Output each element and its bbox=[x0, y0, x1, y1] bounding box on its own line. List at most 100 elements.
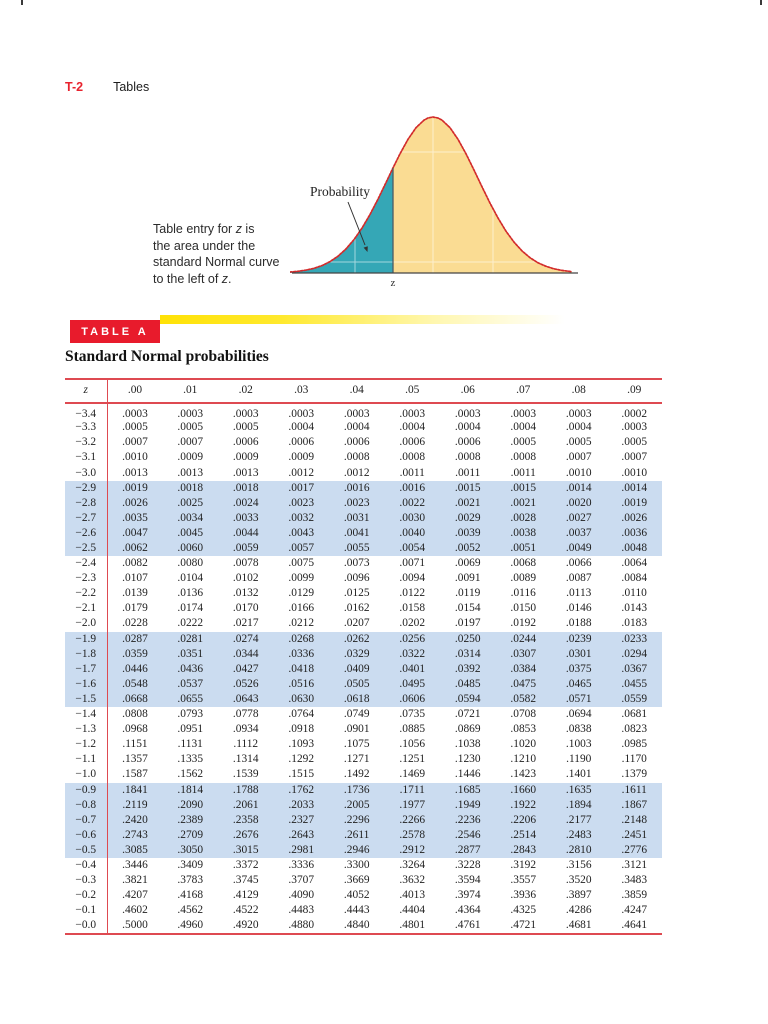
probability-cell: .1562 bbox=[177, 768, 204, 781]
probability-cell: .0808 bbox=[122, 708, 148, 721]
probability-cell: .0009 bbox=[177, 451, 204, 464]
probability-cell: .0043 bbox=[288, 526, 315, 539]
probability-cell: .0250 bbox=[454, 632, 481, 645]
probability-cell: .3520 bbox=[565, 874, 592, 887]
column-header: .05 bbox=[405, 384, 420, 397]
probability-cell: .2810 bbox=[565, 843, 592, 856]
probability-cell: .0010 bbox=[565, 466, 592, 479]
probability-cell: .0010 bbox=[122, 451, 148, 464]
z-value: −0.6 bbox=[65, 827, 108, 844]
table-row: −0.1 .4602 .4562 .4522 .4483 .4443 .4404 .4364.… bbox=[65, 903, 662, 919]
probability-cell: .4681 bbox=[565, 918, 592, 931]
probability-cell: .0125 bbox=[343, 587, 370, 600]
z-value: −3.4 bbox=[65, 403, 108, 421]
probability-cell: .0735 bbox=[399, 708, 426, 721]
table-row: −1.9 .0287 .0281 .0274 .0268 .0262 .0256 .0250.… bbox=[65, 631, 662, 647]
probability-cell: .1762 bbox=[288, 783, 315, 796]
probability-cell: .0618 bbox=[343, 692, 370, 705]
probability-cell: .0244 bbox=[510, 632, 537, 645]
probability-cell: .1292 bbox=[288, 753, 315, 766]
probability-cell: .0091 bbox=[454, 572, 481, 585]
column-header: .00 bbox=[127, 384, 143, 397]
table-row: −1.0 .1587 .1562 .1539 .1515 .1492 .1469 .1446.… bbox=[65, 767, 662, 783]
probability-cell: .0559 bbox=[621, 692, 648, 705]
probability-cell: .0060 bbox=[177, 542, 204, 554]
probability-cell: .0162 bbox=[343, 602, 370, 615]
probability-cell: .1335 bbox=[177, 753, 204, 766]
probability-cell: .2177 bbox=[565, 813, 592, 826]
probability-cell: .3336 bbox=[288, 858, 315, 871]
probability-cell: .5000 bbox=[122, 918, 148, 931]
probability-cell: .0918 bbox=[288, 723, 315, 736]
probability-cell: .0294 bbox=[621, 647, 648, 660]
table-row: −2.8 .0026 .0025 .0024 .0023 .0023 .0022 .0021.… bbox=[65, 495, 662, 511]
column-header: .02 bbox=[238, 384, 253, 397]
probability-cell: .4168 bbox=[177, 889, 204, 902]
probability-cell: .2389 bbox=[177, 813, 204, 826]
probability-cell: .0014 bbox=[621, 481, 648, 494]
probability-cell: .2912 bbox=[399, 843, 426, 856]
caption-line-4: to the left of z. bbox=[153, 271, 232, 286]
z-value: −3.1 bbox=[65, 450, 108, 466]
probability-cell: .0096 bbox=[343, 572, 370, 585]
table-row: −2.1 .0179 .0174 .0170 .0166 .0162 .0158 .0154.… bbox=[65, 601, 662, 617]
probability-cell: .0036 bbox=[621, 526, 648, 539]
table-row: −1.3 .0968 .0951 .0934 .0918 .0901 .0885 .0869.… bbox=[65, 722, 662, 738]
probability-cell: .2061 bbox=[232, 798, 259, 811]
probability-cell: .4207 bbox=[122, 889, 148, 902]
probability-cell: .0004 bbox=[288, 421, 315, 434]
probability-cell: .0073 bbox=[343, 557, 370, 570]
probability-cell: .4562 bbox=[177, 904, 204, 917]
probability-cell: .1170 bbox=[621, 753, 647, 766]
probability-cell: .0025 bbox=[177, 496, 204, 509]
probability-cell: .4483 bbox=[288, 904, 315, 917]
probability-cell: .3446 bbox=[122, 858, 148, 871]
probability-cell: .0281 bbox=[177, 632, 204, 645]
z-value: −2.9 bbox=[65, 480, 108, 496]
probability-cell: .0146 bbox=[565, 602, 592, 615]
probability-cell: .3974 bbox=[454, 889, 481, 902]
probability-cell: .0582 bbox=[510, 692, 537, 705]
probability-cell: .4443 bbox=[343, 904, 370, 917]
probability-cell: .2483 bbox=[565, 828, 592, 841]
page-number-label: T-2 bbox=[65, 80, 84, 94]
probability-cell: .0951 bbox=[177, 723, 204, 736]
table-row: −2.4 .0082 .0080 .0078 .0075 .0073 .0071 .0069.… bbox=[65, 556, 662, 572]
probability-cell: .0015 bbox=[510, 481, 537, 494]
table-a-banner: TABLE A bbox=[66, 315, 626, 343]
probability-cell: .0013 bbox=[232, 466, 259, 479]
probability-cell: .0059 bbox=[232, 542, 259, 554]
table-row: −3.1 .0010 .0009 .0009 .0009 .0008 .0008 .0008.… bbox=[65, 450, 662, 466]
probability-cell: .0099 bbox=[288, 572, 315, 585]
table-row: −1.5 .0668 .0655 .0643 .0630 .0618 .0606 .0594.… bbox=[65, 692, 662, 708]
probability-cell: .3632 bbox=[399, 874, 426, 887]
probability-cell: .0003 bbox=[232, 408, 259, 420]
probability-cell: .0239 bbox=[565, 632, 592, 645]
probability-cell: .3015 bbox=[232, 843, 259, 856]
probability-cell: .4920 bbox=[232, 918, 259, 931]
probability-cell: .0009 bbox=[288, 451, 315, 464]
probability-cell: .0034 bbox=[177, 511, 204, 524]
probability-cell: .0003 bbox=[565, 408, 592, 420]
banner-gradient-strip bbox=[160, 315, 565, 324]
probability-cell: .0934 bbox=[232, 723, 259, 736]
z-value: −2.4 bbox=[65, 556, 108, 572]
probability-cell: .0028 bbox=[510, 511, 537, 524]
probability-cell: .1075 bbox=[343, 738, 370, 751]
probability-cell: .0044 bbox=[232, 526, 259, 539]
z-value: −1.1 bbox=[65, 752, 108, 768]
probability-cell: .0094 bbox=[399, 572, 426, 585]
probability-cell: .0139 bbox=[122, 587, 148, 600]
probability-cell: .3483 bbox=[621, 874, 648, 887]
table-row: −1.8 .0359 .0351 .0344 .0336 .0329 .0322 .0314.… bbox=[65, 646, 662, 662]
probability-cell: .0038 bbox=[510, 526, 537, 539]
probability-cell: .1446 bbox=[454, 768, 481, 781]
probability-cell: .0069 bbox=[454, 557, 481, 570]
probability-cell: .0008 bbox=[510, 451, 537, 464]
probability-cell: .0465 bbox=[565, 677, 592, 690]
probability-cell: .1867 bbox=[621, 798, 648, 811]
probability-cell: .1814 bbox=[177, 783, 204, 796]
probability-cell: .0179 bbox=[122, 602, 148, 615]
probability-cell: .1788 bbox=[232, 783, 259, 796]
probability-cell: .0009 bbox=[232, 451, 259, 464]
